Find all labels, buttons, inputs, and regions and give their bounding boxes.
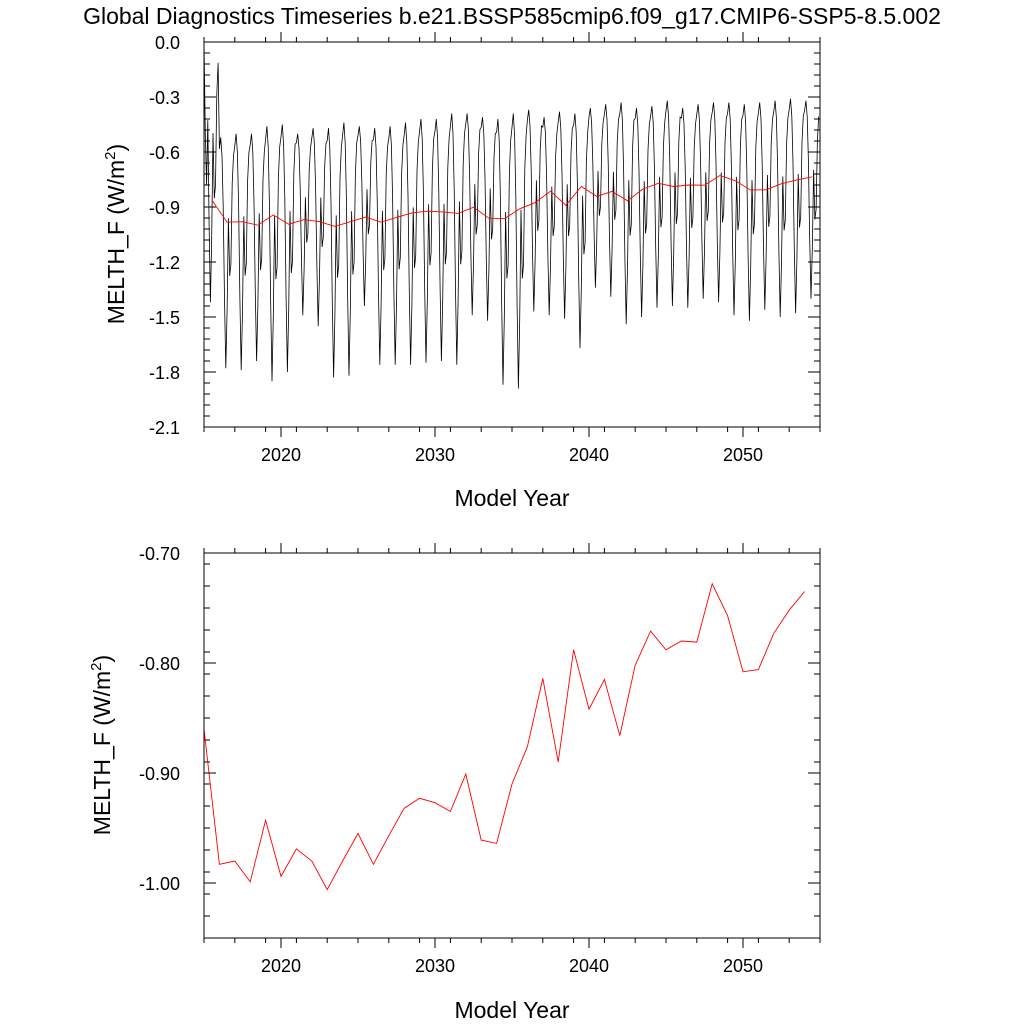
top-panel-y-tick-label: -2.1 xyxy=(149,418,180,438)
top-panel-y-axis-label-superscript: 2 xyxy=(102,151,119,159)
top-panel-annual-mean-line xyxy=(211,175,813,227)
bottom-panel-x-tick-label: 2040 xyxy=(569,956,609,976)
figure-title: Global Diagnostics Timeseries b.e21.BSSP… xyxy=(83,3,941,29)
top-panel-ticks: 2020 2030 2040 2050 0.0 -0.3 -0.6 -0.9 -1.2 -1.5 -… xyxy=(149,32,820,465)
top-panel-y-tick-label: -0.6 xyxy=(149,143,180,163)
top-panel-y-tick-label: -1.2 xyxy=(149,253,180,273)
bottom-panel-x-tick-label: 2030 xyxy=(415,956,455,976)
top-panel-x-tick-label: 2050 xyxy=(723,445,763,465)
top-panel-y-tick-label: -0.3 xyxy=(149,88,180,108)
bottom-panel: 2020 2030 2040 2050 -0.70 -0.80 -0.90 -1.00 Mod… xyxy=(88,543,821,1023)
top-panel-x-tick-label: 2030 xyxy=(415,445,455,465)
top-panel-y-tick-label: -1.8 xyxy=(149,363,180,383)
bottom-panel-y-tick-label: -0.70 xyxy=(139,544,180,564)
top-panel-y-tick-label: 0.0 xyxy=(155,33,180,53)
bottom-panel-y-tick-label: -0.80 xyxy=(139,654,180,674)
top-panel-minor-ticks xyxy=(203,37,821,432)
top-panel: 2020 2030 2040 2050 0.0 -0.3 -0.6 -0.9 -1.2 -1.5 -… xyxy=(102,32,821,511)
bottom-panel-y-tick-label: -0.90 xyxy=(139,764,180,784)
top-panel-x-axis-label: Model Year xyxy=(454,485,569,511)
top-panel-y-axis-label: MELTH_F (W/m2) xyxy=(102,144,129,324)
bottom-panel-x-axis-label: Model Year xyxy=(454,997,569,1023)
top-panel-x-tick-label: 2020 xyxy=(261,445,301,465)
bottom-panel-y-axis-label-end: ) xyxy=(89,655,115,663)
bottom-panel-annual-mean-line xyxy=(203,582,805,891)
bottom-panel-x-tick-label: 2050 xyxy=(723,956,763,976)
top-panel-frame xyxy=(203,41,821,428)
bottom-panel-y-tick-label: -1.00 xyxy=(139,874,180,894)
top-panel-x-tick-label: 2040 xyxy=(569,445,609,465)
bottom-panel-y-axis-label-main: MELTH_F (W/m xyxy=(89,671,115,835)
bottom-panel-x-tick-label: 2020 xyxy=(261,956,301,976)
top-panel-y-axis-label-end: ) xyxy=(103,144,129,152)
bottom-panel-series xyxy=(203,582,805,891)
top-panel-series xyxy=(203,41,820,389)
top-panel-monthly-series-line xyxy=(203,41,820,389)
bottom-panel-frame xyxy=(203,552,821,939)
bottom-panel-y-axis-label: MELTH_F (W/m2) xyxy=(88,655,115,835)
bottom-panel-y-axis-label-superscript: 2 xyxy=(88,662,105,670)
bottom-panel-minor-ticks xyxy=(203,548,821,943)
bottom-panel-ticks: 2020 2030 2040 2050 -0.70 -0.80 -0.90 -1.00 xyxy=(139,543,820,976)
top-panel-y-tick-label: -0.9 xyxy=(149,198,180,218)
top-panel-y-axis-label-main: MELTH_F (W/m xyxy=(103,160,129,324)
top-panel-y-tick-label: -1.5 xyxy=(149,308,180,328)
